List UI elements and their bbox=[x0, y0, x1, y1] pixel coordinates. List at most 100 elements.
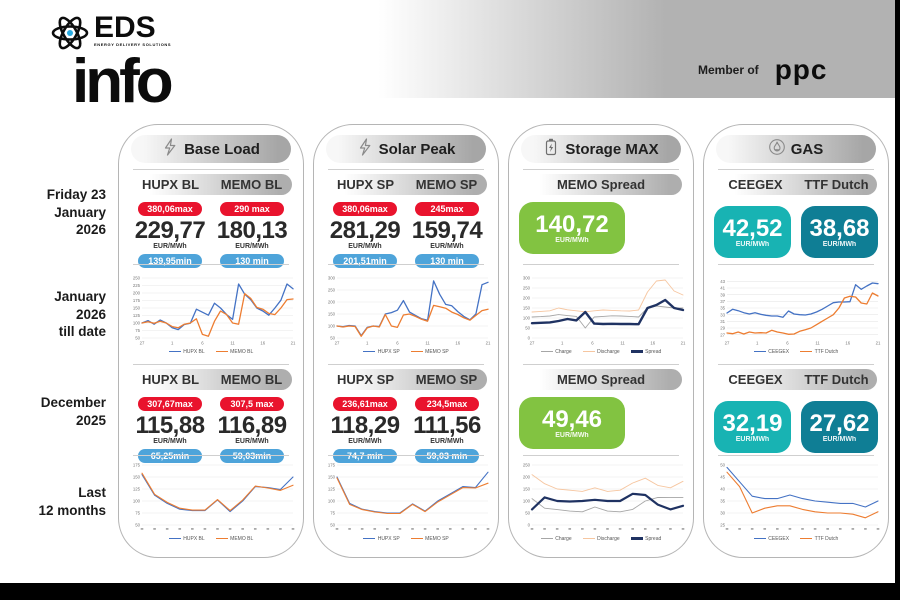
svg-text:6: 6 bbox=[396, 340, 399, 345]
max-pill: 380,06max bbox=[333, 202, 397, 217]
sub-header: CEEGEX TTF Dutch bbox=[715, 174, 877, 195]
gas-value-boxes: 32,19 EUR/MWh 27,62 EUR/MWh bbox=[714, 394, 878, 453]
chart-legend: HUPX BL MEMO BL bbox=[168, 536, 253, 542]
row-label-0: Friday 23 January 2026 bbox=[46, 187, 106, 238]
legend-label: Spread bbox=[645, 348, 662, 355]
svg-text:11: 11 bbox=[425, 340, 430, 345]
series-memo-sp bbox=[336, 476, 489, 514]
gas-value-box: 38,68 EUR/MWh bbox=[801, 206, 878, 258]
price-value: 180,13 bbox=[216, 217, 288, 244]
gas-value: 27,62 bbox=[809, 409, 870, 437]
legend-label: HUPX SP bbox=[377, 348, 400, 355]
svg-text:16: 16 bbox=[650, 340, 655, 345]
legend-item: MEMO BL bbox=[215, 536, 253, 542]
sub-header-label: MEMO BL bbox=[220, 177, 283, 192]
svg-text:150: 150 bbox=[133, 474, 141, 479]
svg-text:100: 100 bbox=[523, 315, 531, 320]
value-column: 234,5max 111,56 EUR/MWh 59,03 min bbox=[406, 394, 488, 464]
svg-text:21: 21 bbox=[291, 340, 296, 345]
price-unit: EUR/MWh bbox=[153, 243, 187, 251]
svg-text:250: 250 bbox=[133, 275, 141, 280]
svg-text:100: 100 bbox=[328, 498, 336, 503]
divider bbox=[133, 264, 289, 265]
legend-label: Charge bbox=[555, 348, 572, 355]
svg-text:30: 30 bbox=[720, 510, 725, 515]
svg-text:21: 21 bbox=[876, 340, 881, 345]
svg-text:50: 50 bbox=[330, 335, 335, 340]
svg-text:6: 6 bbox=[201, 340, 204, 345]
sub-header-label: MEMO SP bbox=[415, 177, 478, 192]
values-section: MEMO Spread 49,46 EUR/MWh bbox=[518, 365, 684, 455]
chart-legend: HUPX BL MEMO BL bbox=[168, 349, 253, 355]
series-discharge bbox=[531, 473, 684, 492]
price-value: 281,29 bbox=[329, 217, 401, 244]
chart-section: 250 225 200 175 150 125 100 75 50 27 1 6 11 16 21 HUPX … bbox=[128, 265, 296, 364]
svg-text:100: 100 bbox=[133, 498, 141, 503]
price-unit: EUR/MWh bbox=[153, 438, 187, 446]
min-pill: 59,03 min bbox=[415, 449, 479, 464]
svg-text:300: 300 bbox=[328, 275, 336, 280]
gas-unit: EUR/MWh bbox=[822, 241, 857, 249]
sub-header-label: HUPX SP bbox=[336, 372, 395, 387]
sub-header-label: HUPX BL bbox=[141, 372, 200, 387]
card-title: Storage MAX bbox=[565, 140, 659, 158]
min-pill: 74,7 min bbox=[333, 449, 397, 464]
max-pill: 234,5max bbox=[415, 397, 479, 412]
divider bbox=[133, 169, 289, 170]
legend-swatch bbox=[540, 350, 553, 353]
legend-swatch bbox=[168, 350, 181, 353]
svg-text:150: 150 bbox=[133, 305, 141, 310]
divider bbox=[523, 364, 679, 365]
legend-item: MEMO SP bbox=[410, 349, 449, 355]
card-header-solar-peak: Solar Peak bbox=[326, 135, 486, 163]
svg-text:175: 175 bbox=[133, 462, 141, 467]
bolt-icon bbox=[162, 138, 178, 160]
series-memo-sp bbox=[336, 304, 489, 337]
legend-item: CEEGEX bbox=[753, 535, 790, 542]
series-spread bbox=[530, 298, 685, 325]
sub-header-label: MEMO SP bbox=[415, 372, 478, 387]
legend-label: CEEGEX bbox=[768, 348, 790, 355]
series-hupx-sp bbox=[336, 279, 489, 336]
max-pill: 245max bbox=[415, 202, 479, 217]
member-of-label: Member of bbox=[698, 63, 759, 77]
masthead: EDS ENERGY DELIVERY SOLUTIONS info Membe… bbox=[0, 0, 900, 112]
values-section: HUPX SP MEMO SP 380,06max 281,29 EUR/MWh 201,… bbox=[323, 170, 489, 269]
legend-item: Charge bbox=[540, 536, 572, 542]
svg-text:175: 175 bbox=[328, 462, 336, 467]
divider bbox=[328, 169, 484, 170]
price-unit: EUR/MWh bbox=[430, 243, 464, 251]
value-columns: 307,67max 115,88 EUR/MWh 65,25min 307,5 max 1… bbox=[129, 394, 293, 464]
divider bbox=[718, 264, 874, 265]
legend-label: TTF Dutch bbox=[814, 535, 839, 542]
legend-swatch bbox=[630, 537, 643, 540]
line-chart: 250 200 150 100 50 0 bbox=[523, 462, 685, 529]
chart-section: 300 250 200 150 100 50 27 1 6 11 16 21 HUPX SP MEMO S… bbox=[323, 265, 491, 364]
price-value: 118,29 bbox=[330, 412, 400, 439]
divider bbox=[718, 169, 874, 170]
legend-item: Spread bbox=[630, 536, 661, 542]
legend-label: TTF Dutch bbox=[814, 348, 839, 355]
divider bbox=[328, 264, 484, 265]
ppc-logo: ppc bbox=[774, 54, 828, 85]
svg-text:1: 1 bbox=[561, 340, 564, 345]
series-memo-bl bbox=[141, 292, 294, 337]
divider bbox=[523, 264, 679, 265]
divider bbox=[523, 455, 679, 456]
gas-unit: EUR/MWh bbox=[822, 436, 857, 444]
chart-legend: Charge Discharge Spread bbox=[540, 348, 662, 355]
svg-text:150: 150 bbox=[328, 311, 336, 316]
sub-header-label: CEEGEX bbox=[728, 372, 783, 387]
legend-label: CEEGEX bbox=[768, 535, 790, 542]
member-of-block: Member of ppc bbox=[698, 56, 827, 84]
svg-text:50: 50 bbox=[525, 510, 530, 515]
value-columns: 380,06max 229,77 EUR/MWh 139,95min 290 max 18… bbox=[129, 199, 293, 269]
chart-section: 175 150 125 100 75 50 HUPX BL MEMO BL bbox=[128, 456, 295, 547]
card-solar-peak: Solar Peak HUPX SP MEMO SP 380,06max 281,29 E… bbox=[313, 124, 499, 558]
svg-text:1: 1 bbox=[366, 340, 369, 345]
spread-unit: EUR/MWh bbox=[555, 432, 589, 440]
legend-swatch bbox=[582, 350, 595, 353]
card-title: Base Load bbox=[184, 140, 260, 158]
